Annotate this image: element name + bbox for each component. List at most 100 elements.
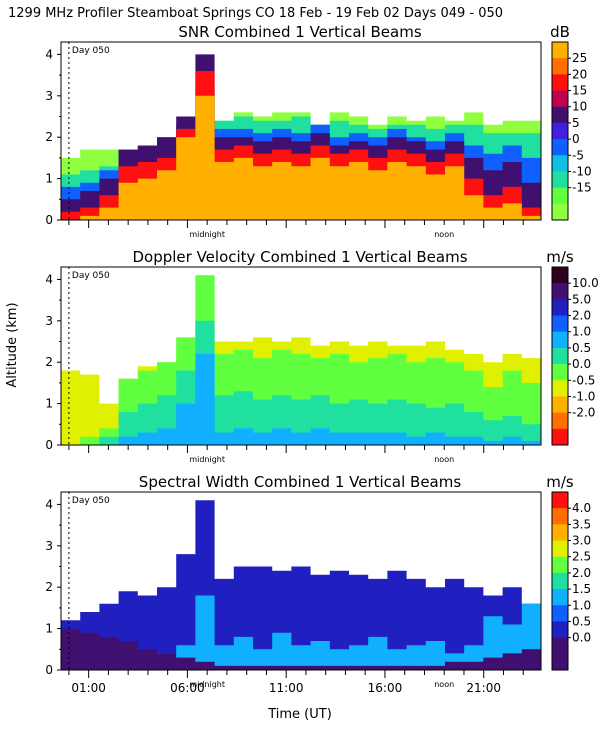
y-tick-label: 4 [45,272,53,286]
day-label: Day 050 [72,496,110,506]
plot-frame [60,266,542,446]
legend-swatch [552,139,568,156]
legend-label: 0.5 [572,614,591,628]
panel-3: Spectral Width Combined 1 Vertical Beams… [45,473,591,695]
legend-swatch [552,90,568,108]
legend-label: 5.0 [572,292,591,306]
legend-label: -15 [572,181,592,195]
legend-label: -0.5 [572,373,595,387]
legend-label: 0.0 [572,631,591,645]
y-tick-label: 0 [45,663,53,677]
color-legend: 4.0 3.5 3.0 2.5 2.0 1.5 1.0 0.5 0.0 [551,491,591,671]
legend-swatch [552,187,568,205]
legend-swatch [552,155,568,172]
legend-label: 4.0 [572,501,591,515]
legend-label: 2.5 [572,550,591,564]
legend-swatch [552,347,568,365]
legend-swatch [552,74,568,92]
legend-swatch [552,412,568,430]
legend-label: 2.0 [572,566,591,580]
legend-label: 0 [572,132,580,146]
legend-swatch [552,540,568,558]
data-layer-6 [61,95,541,220]
y-tick-label: 0 [45,213,53,227]
legend-unit: m/s [546,248,574,266]
legend-swatch [552,203,568,221]
midnight-label: midnight [189,455,225,464]
legend-label: -5 [572,148,584,162]
y-tick-label: 2 [45,580,53,594]
data-layer-4 [61,353,541,445]
y-tick-label: 0 [45,438,53,452]
x-tick-label: 21:00 [466,681,501,695]
legend-swatch [552,396,568,414]
data-layer-1 [61,500,541,670]
legend-label: 25 [572,51,587,65]
y-tick-label: 3 [45,539,53,553]
legend-swatch [552,283,568,300]
legend-swatch [552,492,568,509]
y-tick-label: 4 [45,47,53,61]
figure-header: 1299 MHz Profiler Steamboat Springs CO 1… [8,6,503,21]
y-tick-label: 3 [45,89,53,103]
legend-unit: m/s [546,473,574,491]
legend-label: 10.0 [572,276,599,290]
data-field [61,54,541,220]
legend-label: 15 [572,84,587,98]
legend-swatch [552,380,568,397]
x-tick-label: 01:00 [71,681,106,695]
data-field [61,500,541,670]
legend-swatch [552,524,568,542]
legend-label: 2.0 [572,309,591,323]
panels: SNR Combined 1 Vertical Beams dB 0 1 2 3 4 Day … [45,23,598,695]
x-tick-label: 16:00 [368,681,403,695]
data-layer-2 [61,595,541,670]
legend-label: 1.5 [572,582,591,596]
y-tick-label: 1 [45,622,53,636]
y-tick-label: 1 [45,397,53,411]
x-axis-label: Time (UT) [267,707,332,722]
legend-swatch [552,637,568,655]
legend-label: 5 [572,116,580,130]
legend-swatch [552,508,568,525]
x-tick-label: 06:00 [170,681,205,695]
legend-swatch [552,556,568,574]
legend-swatch [552,267,568,284]
legend-label: -2.0 [572,406,595,420]
noon-label: noon [434,680,454,689]
y-tick-label: 3 [45,314,53,328]
legend-label: 0.5 [572,341,591,355]
legend-swatch [552,428,568,446]
x-tick-label: 11:00 [269,681,304,695]
midnight-label: midnight [189,680,225,689]
data-field [61,275,541,445]
legend-swatch [552,621,568,639]
y-axis-label: Altitude (km) [5,302,20,387]
legend-frame [551,266,569,446]
y-tick-label: 4 [45,497,53,511]
legend-swatch [552,122,568,140]
legend-label: 20 [572,67,587,81]
noon-label: noon [434,455,454,464]
data-layer-3 [61,628,541,670]
legend-swatch [552,572,568,590]
legend-label: -1.0 [572,389,595,403]
panel-1: SNR Combined 1 Vertical Beams dB 0 1 2 3 4 Day … [45,23,591,239]
legend-swatch [552,653,568,671]
legend-swatch [552,42,568,59]
legend-swatch [552,364,568,381]
y-tick-label: 2 [45,355,53,369]
legend-swatch [552,171,568,189]
day-label: Day 050 [72,46,110,56]
y-tick-label: 2 [45,130,53,144]
legend-swatch [552,331,568,349]
legend-unit: dB [550,23,570,41]
midnight-label: midnight [189,230,225,239]
panel-title: SNR Combined 1 Vertical Beams [178,23,421,41]
legend-swatch [552,589,568,606]
panel-2: Doppler Velocity Combined 1 Vertical Bea… [45,248,598,464]
legend-swatch [552,315,568,333]
panel-title: Doppler Velocity Combined 1 Vertical Bea… [132,248,467,266]
legend-label: 3.5 [572,517,591,531]
